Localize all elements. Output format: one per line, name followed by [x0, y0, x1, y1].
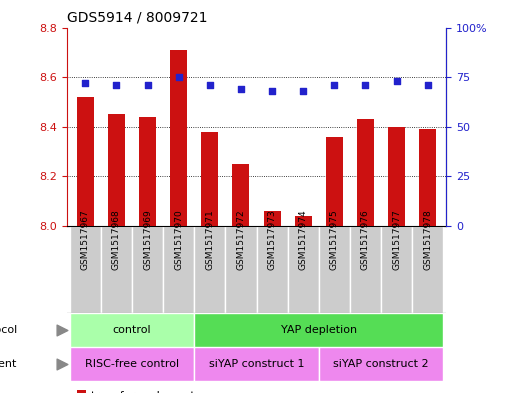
Text: GSM1517977: GSM1517977 — [392, 209, 401, 270]
Bar — [139, 117, 156, 226]
Text: GSM1517969: GSM1517969 — [143, 209, 152, 270]
Point — [424, 82, 432, 88]
Bar — [350, 226, 381, 313]
Text: siYAP construct 1: siYAP construct 1 — [209, 359, 304, 369]
Text: control: control — [113, 325, 151, 335]
Point — [268, 88, 276, 94]
Bar — [70, 226, 101, 313]
Text: protocol: protocol — [0, 325, 17, 335]
Bar — [70, 347, 194, 381]
Bar — [194, 226, 225, 313]
Point — [112, 82, 121, 88]
Point — [361, 82, 369, 88]
Point — [81, 80, 89, 86]
Bar — [170, 50, 187, 226]
Point — [58, 361, 66, 367]
Bar — [288, 226, 319, 313]
Text: GSM1517972: GSM1517972 — [236, 209, 245, 270]
Bar — [412, 226, 443, 313]
Bar — [388, 127, 405, 226]
Bar — [70, 313, 194, 347]
Bar — [357, 119, 374, 226]
Text: YAP depletion: YAP depletion — [281, 325, 357, 335]
Bar — [77, 97, 94, 226]
Text: GSM1517975: GSM1517975 — [330, 209, 339, 270]
Bar — [201, 132, 219, 226]
Text: GSM1517974: GSM1517974 — [299, 209, 308, 270]
Text: GSM1517978: GSM1517978 — [423, 209, 432, 270]
Bar — [163, 226, 194, 313]
Bar — [132, 226, 163, 313]
Bar — [264, 211, 281, 226]
Bar — [108, 114, 125, 226]
Point — [144, 82, 152, 88]
Bar — [319, 347, 443, 381]
Text: GSM1517976: GSM1517976 — [361, 209, 370, 270]
Text: GSM1517973: GSM1517973 — [268, 209, 277, 270]
Text: transformed count: transformed count — [91, 391, 195, 393]
Point — [237, 86, 245, 92]
Bar — [194, 347, 319, 381]
Point — [206, 82, 214, 88]
Bar — [194, 313, 443, 347]
Text: siYAP construct 2: siYAP construct 2 — [333, 359, 429, 369]
Point — [58, 327, 66, 333]
Bar — [101, 226, 132, 313]
Text: GSM1517968: GSM1517968 — [112, 209, 121, 270]
Point — [174, 74, 183, 80]
Text: GSM1517971: GSM1517971 — [205, 209, 214, 270]
Bar — [232, 164, 249, 226]
Text: GSM1517970: GSM1517970 — [174, 209, 183, 270]
Bar — [381, 226, 412, 313]
Point — [299, 88, 307, 94]
Text: GDS5914 / 8009721: GDS5914 / 8009721 — [67, 11, 207, 25]
Bar — [326, 137, 343, 226]
Bar — [294, 216, 312, 226]
Text: agent: agent — [0, 359, 17, 369]
Bar — [419, 129, 436, 226]
Point — [330, 82, 339, 88]
Text: RISC-free control: RISC-free control — [85, 359, 179, 369]
Point — [392, 78, 401, 84]
Bar — [319, 226, 350, 313]
Bar — [256, 226, 288, 313]
Text: GSM1517967: GSM1517967 — [81, 209, 90, 270]
Bar — [225, 226, 256, 313]
